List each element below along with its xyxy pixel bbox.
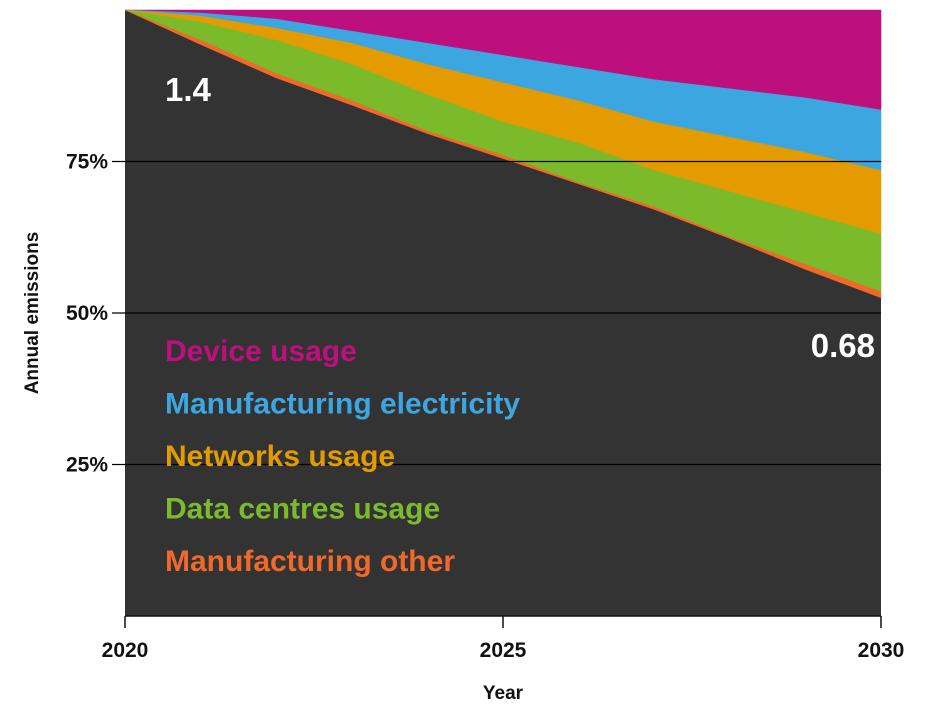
y-tick-label: 50% [66,302,108,325]
legend-manufacturing-electricity: Manufacturing electricity [165,388,520,421]
x-axis-ticks: 2020 2025 2030 [102,616,905,662]
legend-networks-usage: Networks usage [165,440,395,473]
y-axis-ticks: 25% 50% 75% [66,151,108,477]
area-manufacturing-other [124,9,882,299]
start-value-label: 1.4 [165,71,212,108]
x-tick-label: 2020 [102,639,149,662]
legend: Device usage Manufacturing electricity Net… [165,335,520,578]
legend-manufacturing-other: Manufacturing other [165,545,455,578]
gridlines [112,160,881,466]
x-tick-label: 2030 [858,639,905,662]
y-tick-label: 75% [66,151,108,174]
end-value-label: 0.68 [811,327,875,364]
y-axis-title: Annual emissions [22,232,43,395]
x-tick-label: 2025 [480,639,527,662]
legend-data-centres-usage: Data centres usage [165,493,440,526]
legend-device-usage: Device usage [165,335,357,368]
x-axis-title: Year [483,683,524,704]
y-tick-label: 25% [66,454,108,477]
